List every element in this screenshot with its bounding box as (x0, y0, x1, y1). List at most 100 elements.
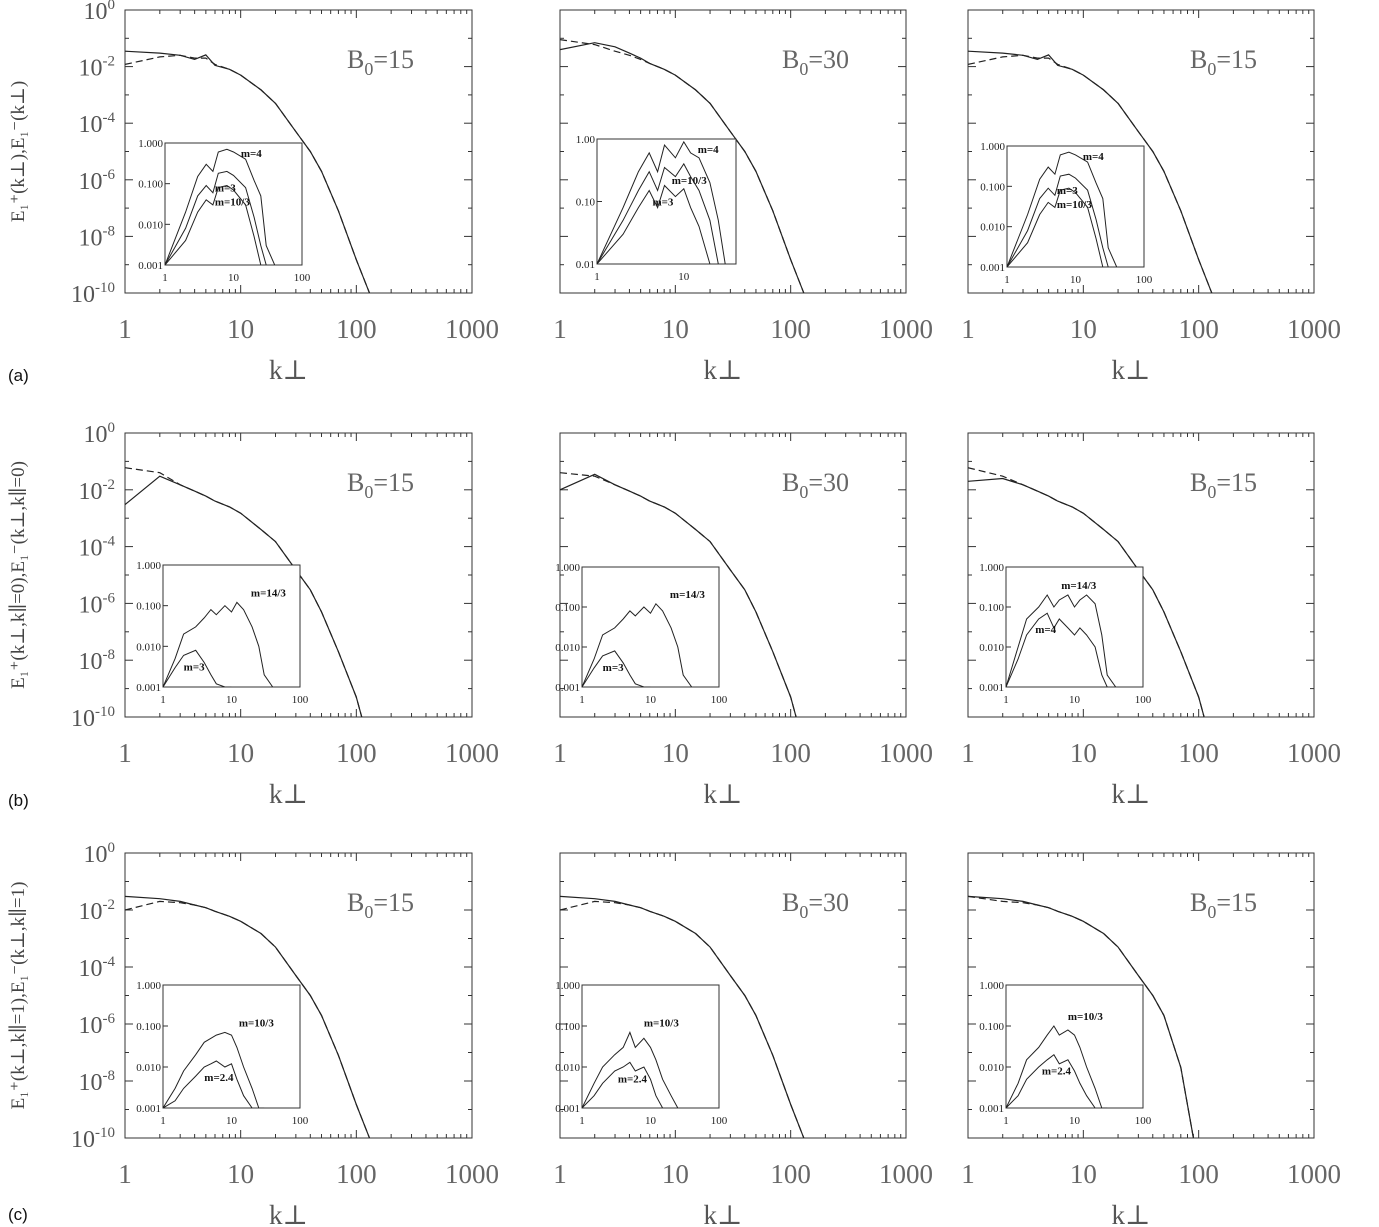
series-group (560, 895, 805, 1138)
y-tick-label: 100 (84, 420, 116, 448)
x-tick-label: 1 (553, 1159, 567, 1189)
y-tick-label: 10-2 (79, 897, 116, 925)
x-tick-label: 1000 (1287, 314, 1341, 344)
x-tick-label: 100 (336, 1159, 377, 1189)
inset-y-tick-label: 0.100 (979, 602, 1004, 614)
inset-curve-label: m=4 (1083, 151, 1104, 163)
inset-series-group (582, 1031, 679, 1108)
inset-curve-label: m=10/3 (239, 1017, 274, 1029)
inset-frame (581, 984, 720, 1109)
x-tick-label: 1 (553, 314, 567, 344)
inset-x-tick-label: 10 (678, 271, 690, 283)
dashed-spectrum-line (125, 54, 371, 293)
x-tick-label: 100 (770, 738, 811, 768)
inset-series-line (597, 162, 719, 264)
inset-series-group (165, 148, 276, 265)
inset-frame (596, 138, 737, 265)
series-group (560, 39, 805, 293)
y-axis-label-row-0: E₁⁺(k⊥),E₁⁻(k⊥) (8, 81, 29, 222)
y-tick-label: 10-2 (79, 477, 116, 505)
y-axis-label-row-2: E₁⁺(k⊥,k∥=1),E₁⁻(k⊥,k∥=1) (8, 882, 29, 1110)
inset-y-tick-label: 1.000 (555, 562, 580, 574)
b0-annotation: B0=30 (782, 45, 849, 79)
x-tick-label: 10 (1070, 314, 1097, 344)
inset-x-tick-label: 1 (1003, 1115, 1009, 1127)
inset-y-tick-label: 0.100 (136, 601, 161, 613)
inset-y-tick-label: 1.00 (576, 134, 596, 146)
inset-curve-label: m=14/3 (1061, 580, 1096, 592)
inset-x-tick-label: 10 (226, 694, 238, 706)
inset-y-tick-label: 1.000 (980, 141, 1005, 153)
inset-curve-label: m=4 (1035, 624, 1056, 636)
inset-series-line (597, 184, 711, 264)
b0-annotation: B0=15 (347, 468, 414, 502)
inset-x-tick-label: 100 (292, 1115, 309, 1127)
inset-y-tick-label: 0.010 (979, 642, 1004, 654)
y-tick-label: 10-8 (79, 647, 116, 675)
y-tick-label: 10-8 (79, 1068, 116, 1096)
x-tick-label: 1 (961, 738, 975, 768)
inset-series-line (165, 184, 262, 265)
inset-series-line (582, 650, 651, 687)
inset-y-tick-label: 0.001 (555, 1103, 580, 1115)
inset-series-line (582, 1061, 664, 1108)
inset-y-tick-label: 0.001 (979, 1103, 1004, 1115)
inset-x-tick-label: 1 (160, 694, 166, 706)
inset-series-line (582, 1031, 679, 1108)
inset-y-tick-label: 1.000 (136, 980, 161, 992)
x-tick-label: 1000 (1287, 1159, 1341, 1189)
x-tick-label: 10 (662, 314, 689, 344)
b0-annotation: B0=15 (1190, 888, 1257, 922)
inset-series-group (1006, 1025, 1108, 1108)
inset-series-line (1007, 187, 1104, 267)
x-tick-label: 100 (1178, 738, 1219, 768)
series-group (968, 467, 1205, 717)
inset-y-tick-label: 0.010 (555, 1062, 580, 1074)
y-tick-label: 10-10 (71, 1125, 115, 1153)
inset-series-group (597, 140, 726, 264)
inset-x-tick-label: 1 (579, 694, 585, 706)
series-group (560, 472, 797, 717)
dashed-spectrum-line (560, 900, 805, 1138)
inset-curve-label: m=14/3 (670, 589, 705, 601)
inset-x-tick-label: 1 (594, 271, 600, 283)
inset-series-group (1006, 594, 1117, 687)
inset-curve-label: m=4 (698, 144, 719, 156)
inset-chart: 1.00 0.10 0.011 10 m=4 m=10/3 m=3 (576, 134, 737, 283)
inset-x-tick-label: 1 (1003, 694, 1009, 706)
b0-annotation: B0=15 (347, 45, 414, 79)
inset-y-tick-label: 0.001 (979, 682, 1004, 694)
x-tick-label: 1 (961, 1159, 975, 1189)
inset-y-tick-label: 0.010 (979, 1062, 1004, 1074)
x-axis-label: k⊥ (269, 355, 308, 385)
inset-curve-label: m=10/3 (644, 1017, 679, 1029)
inset-x-tick-label: 100 (1136, 274, 1153, 286)
x-tick-label: 10 (662, 1159, 689, 1189)
x-tick-label: 100 (1178, 1159, 1219, 1189)
y-tick-label: 10-8 (79, 223, 116, 251)
inset-curve-label: m=3 (184, 661, 205, 673)
x-axis-label: k⊥ (704, 1200, 743, 1227)
inset-y-tick-label: 0.01 (576, 259, 595, 271)
inset-x-tick-label: 10 (1069, 1115, 1081, 1127)
inset-y-tick-label: 0.001 (980, 262, 1005, 274)
inset-frame (1005, 984, 1144, 1109)
x-tick-label: 100 (1178, 314, 1219, 344)
inset-series-line (1006, 1053, 1096, 1108)
y-tick-label: 10-4 (79, 534, 116, 562)
inset-y-tick-label: 1.000 (979, 562, 1004, 574)
series-group (125, 895, 371, 1138)
inset-curve-label: m=3 (653, 197, 674, 209)
inset-x-tick-label: 100 (711, 1115, 728, 1127)
inset-y-tick-label: 1.000 (138, 138, 163, 150)
inset-y-tick-label: 0.001 (555, 682, 580, 694)
x-tick-label: 100 (770, 1159, 811, 1189)
y-tick-label: 10-6 (79, 590, 116, 618)
